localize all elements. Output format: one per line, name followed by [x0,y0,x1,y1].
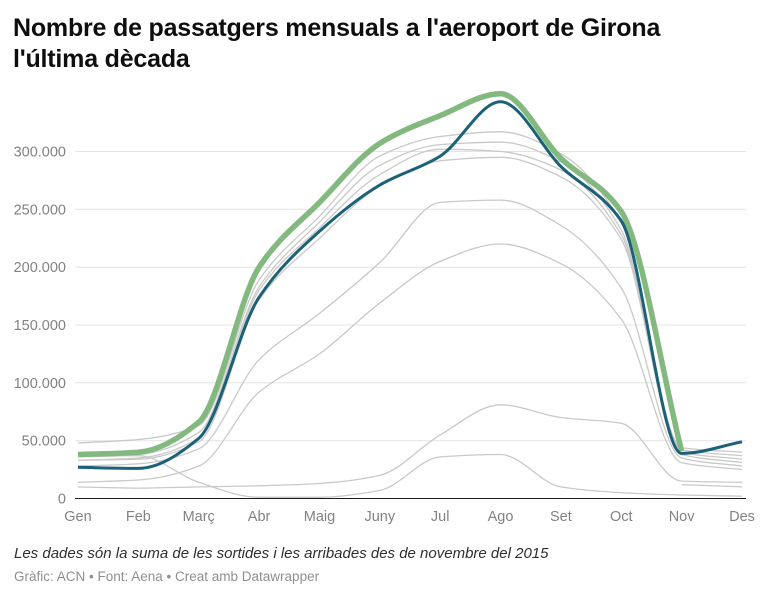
x-tick-label: Ago [488,509,514,525]
series-line-highlight-green[interactable] [77,90,685,458]
series-line-highlight-teal[interactable] [77,100,743,470]
x-tick-label: Oct [610,509,633,525]
y-tick-label: 300.000 [14,145,66,161]
series-line-gray-year-5[interactable] [77,199,743,467]
x-tick-label: Març [183,509,215,525]
y-tick-label: 250.000 [14,202,66,218]
series-line-gray-year-8[interactable] [77,453,743,498]
y-tick-label: 50.000 [22,434,66,450]
x-tick-label: Gen [64,509,91,525]
line-chart[interactable]: 0 50.000 100.000 150.000 200.000 250.000 300.0… [0,0,762,535]
y-tick-label: 0 [58,492,66,508]
y-tick-label: 200.000 [14,260,66,276]
x-tick-label: Juny [364,509,395,525]
chart-canvas[interactable]: 0 50.000 100.000 150.000 200.000 250.000 300.0… [0,0,762,535]
series-line-gray-year-6[interactable] [77,243,743,483]
chart-title-line2: l'última dècada [13,45,190,73]
x-tick-label: Jul [431,509,450,525]
chart-title: Nombre de passatgers mensuals a l'aeropo… [13,13,743,75]
series-line-gray-year-partial[interactable] [681,483,743,488]
y-tick-label: 150.000 [14,318,66,334]
x-tick-label: Feb [126,509,151,525]
x-tick-label: Des [729,509,755,525]
x-tick-label: Nov [669,509,696,525]
chart-title-line1: Nombre de passatgers mensuals a l'aeropo… [13,14,661,42]
chart-credits: Gràfic: ACN • Font: Aena • Creat amb Dat… [14,569,320,584]
chart-note: Les dades són la suma de les sortides i … [14,545,549,562]
x-tick-label: Abr [248,509,271,525]
x-tick-label: Set [550,509,572,525]
y-tick-label: 100.000 [14,376,66,392]
series-line-gray-year-7[interactable] [77,404,743,489]
x-tick-label: Maig [304,509,335,525]
